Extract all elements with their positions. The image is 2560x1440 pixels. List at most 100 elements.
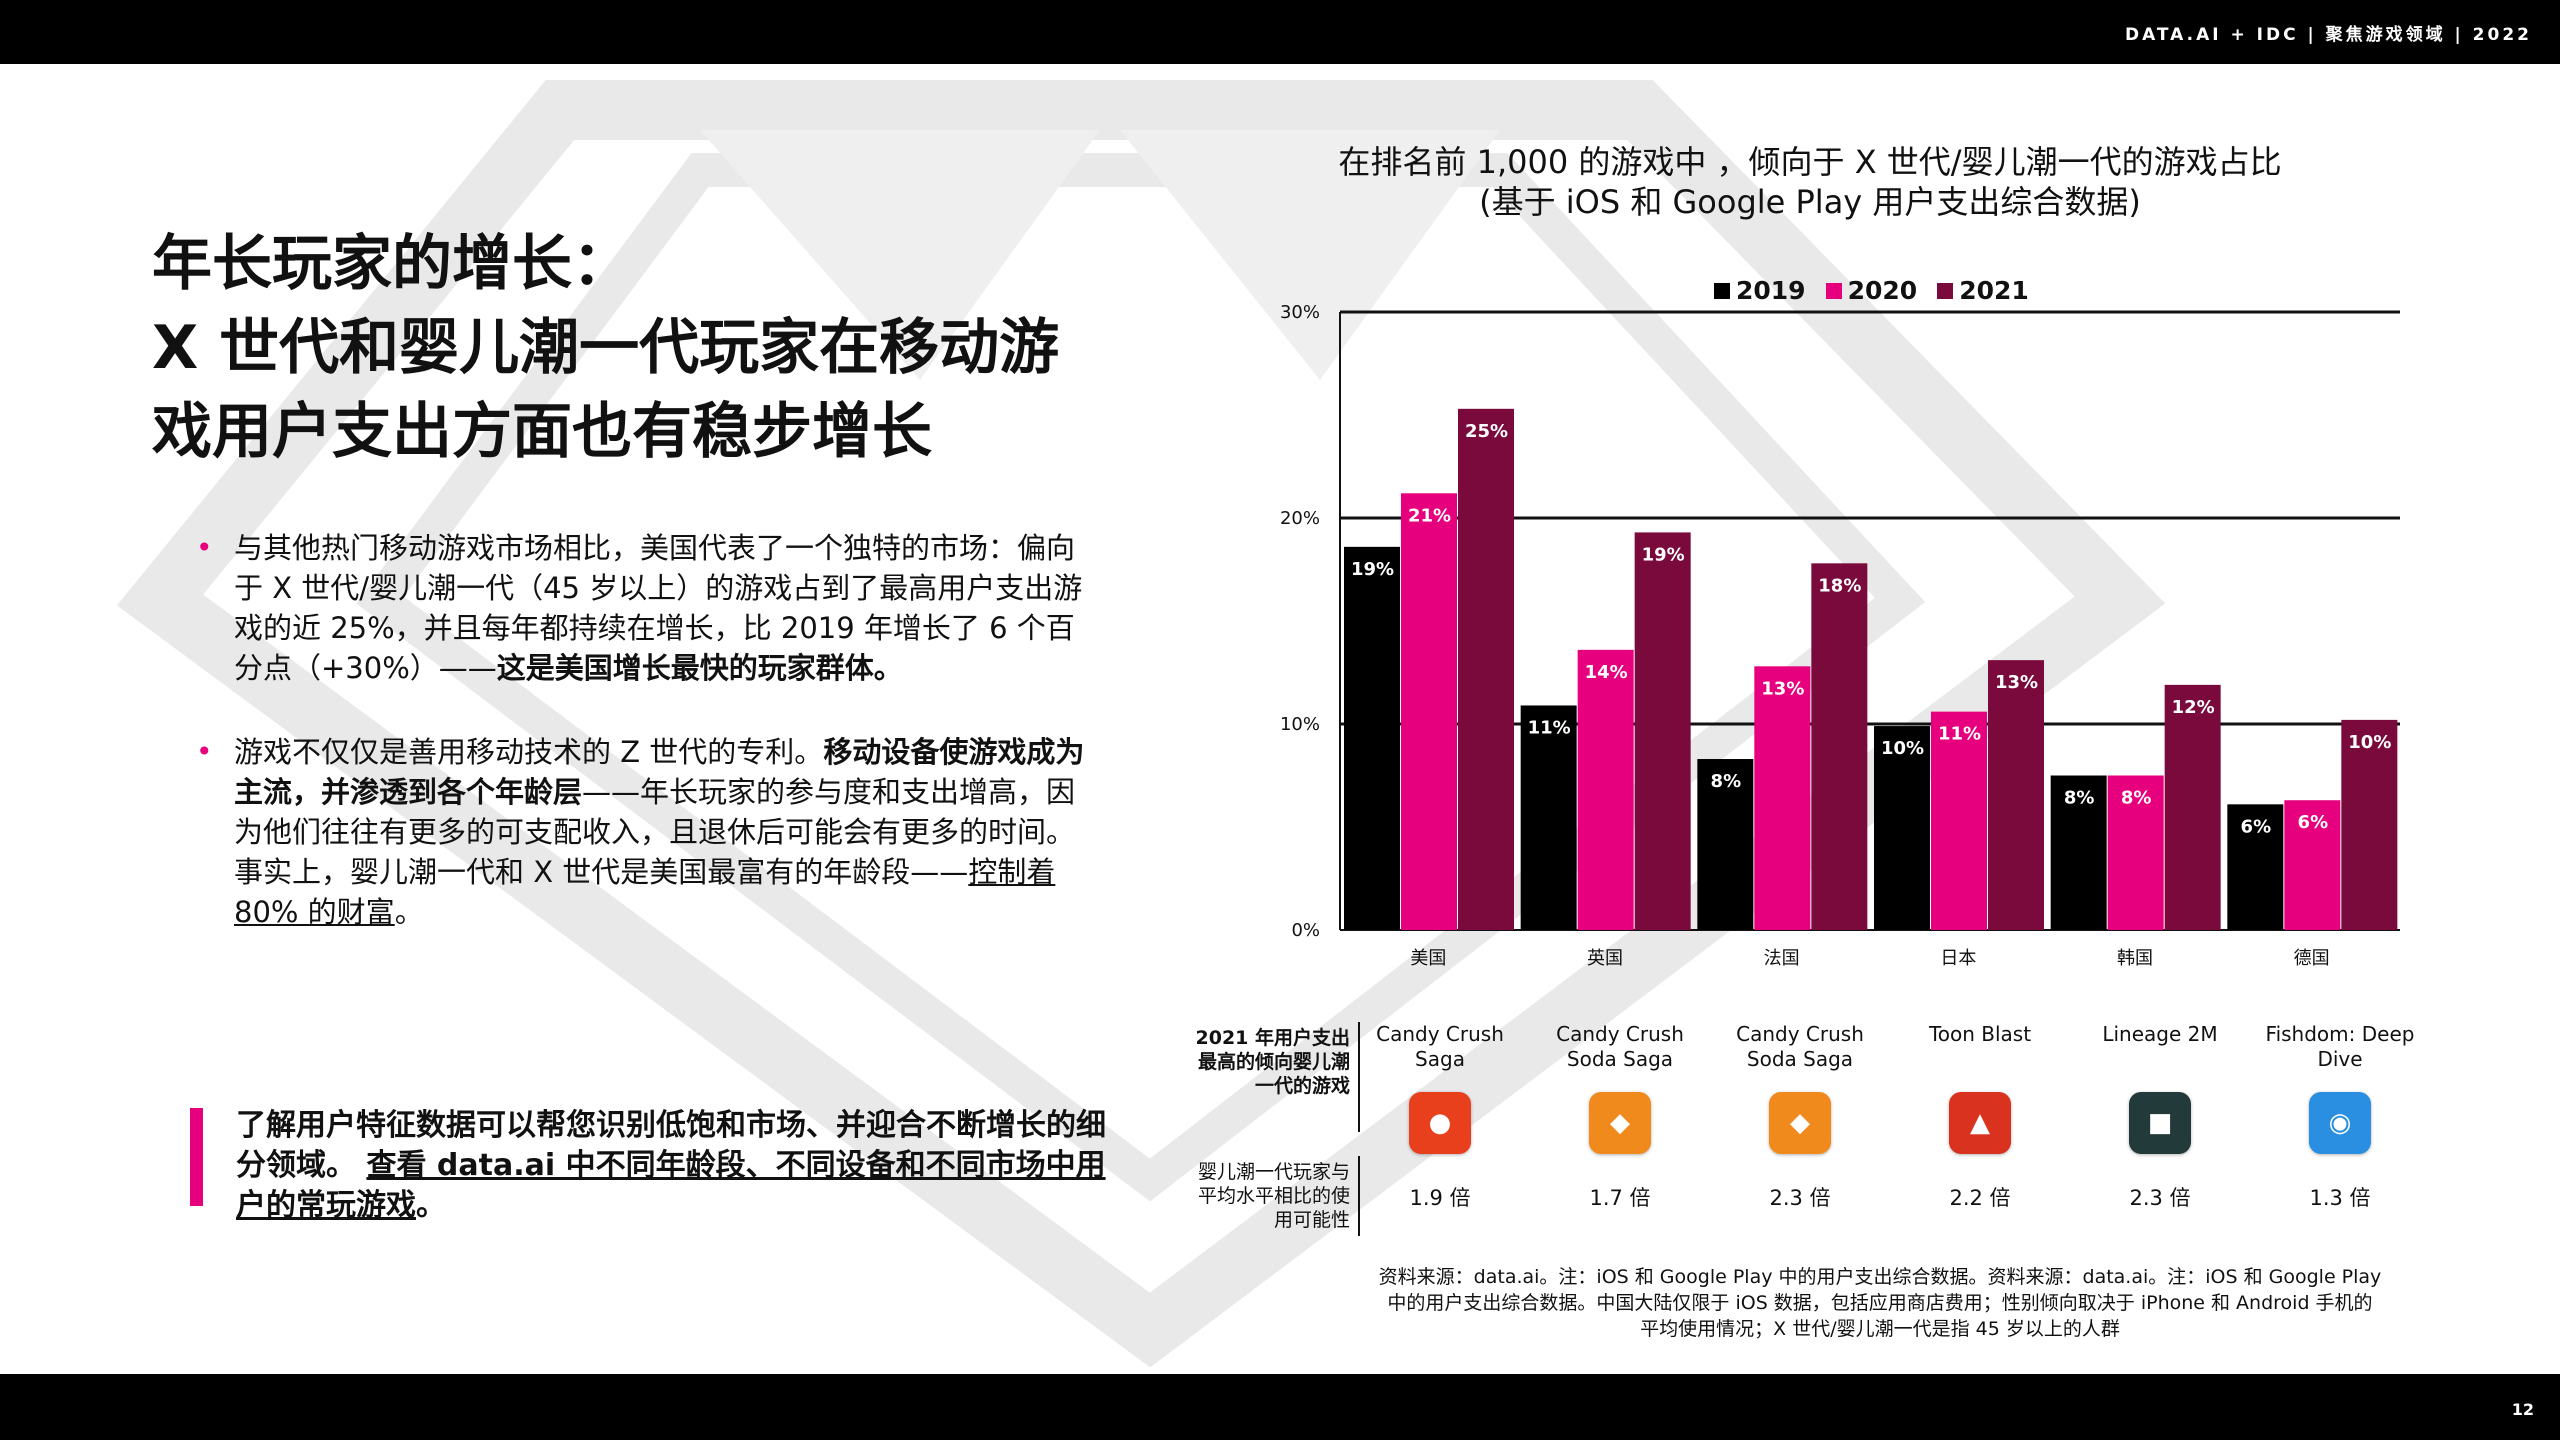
page-title-line3: 戏用户支出方面也有稳步增长	[152, 397, 932, 467]
data-label: 10%	[2348, 732, 2391, 753]
bar-2020-4	[2107, 775, 2164, 930]
bar-2019-2	[1697, 759, 1754, 930]
callout-link[interactable]: 查看 data.ai 中不同年龄段、不同设备和不同市场中用户的常玩游戏	[236, 1148, 1106, 1223]
data-label: 12%	[2172, 697, 2215, 718]
game-multiplier: 2.2 倍	[1949, 1186, 2011, 1210]
top-games-label: 2021 年用户支出最高的倾向婴儿潮一代的游戏	[1195, 1027, 1351, 1097]
game-name: Candy Crush Saga	[1376, 1022, 1504, 1071]
bullet-item-1: 与其他热门移动游戏市场相比，美国代表了一个独特的市场：偏向于 X 世代/婴儿潮一…	[196, 528, 1096, 688]
wealth-link[interactable]: 控制着 80% 的财富	[234, 855, 1056, 929]
data-label: 14%	[1585, 662, 1628, 683]
data-label: 13%	[1761, 678, 1804, 699]
bar-2020-5	[2284, 800, 2341, 930]
page-title-line1: 年长玩家的增长：	[152, 229, 632, 299]
bullet-1-text: 与其他热门移动游戏市场相比，美国代表了一个独特的市场：偏向于 X 世代/婴儿潮一…	[234, 531, 1083, 685]
bar-2019-5	[2227, 804, 2284, 930]
data-label: 18%	[1818, 575, 1861, 596]
x-tick-label: 英国	[1587, 948, 1623, 969]
data-label: 8%	[1711, 771, 1742, 792]
bar-2021-4	[2164, 684, 2221, 930]
game-name: Fishdom: Deep Dive	[2265, 1022, 2415, 1071]
candy-crush-saga-icon: ●	[1409, 1092, 1471, 1154]
x-tick-label: 韩国	[2117, 948, 2153, 969]
y-tick-label: 0%	[1291, 920, 1320, 941]
page-number: 12	[2511, 1400, 2534, 1419]
data-label: 6%	[2241, 816, 2272, 837]
callout-accent-bar	[190, 1108, 203, 1206]
page-title: 年长玩家的增长： X 世代和婴儿潮一代玩家在移动游 戏用户支出方面也有稳步增长	[152, 222, 1152, 474]
bar-2019-3	[1874, 726, 1930, 930]
data-label: 13%	[1995, 672, 2038, 693]
callout-text: 了解用户特征数据可以帮您识别低饱和市场、并迎合不断增长的细分领域。	[236, 1108, 1106, 1183]
lineage-2m-icon: ■	[2129, 1092, 2191, 1154]
header-brand: DATA.AI + IDC | 聚焦游戏领域 | 2022	[2124, 25, 2532, 45]
legend-label-2019: 2019	[1736, 276, 1806, 305]
bullet-2-bold: 移动设备使游戏成为主流，并渗透到各个年龄层	[234, 735, 1085, 809]
callout-end: 。	[416, 1188, 446, 1223]
bullet-2-text1: 游戏不仅仅是善用移动技术的 Z 世代的专利。	[234, 735, 824, 769]
bar-2020-1	[1577, 649, 1634, 930]
data-label: 10%	[1881, 738, 1924, 759]
game-multiplier: 1.7 倍	[1589, 1186, 1651, 1210]
bar-2021-2	[1811, 563, 1868, 930]
game-multiplier: 2.3 倍	[1769, 1186, 1831, 1210]
legend-label-2021: 2021	[1959, 276, 2029, 305]
bar-2019-1	[1520, 705, 1577, 930]
bar-2020-3	[1931, 711, 1987, 930]
usage-likelihood-label: 婴儿潮一代玩家与平均水平相比的使用可能性	[1197, 1161, 1350, 1231]
bar-2021-5	[2341, 719, 2398, 930]
data-label: 11%	[1528, 717, 1571, 738]
game-multiplier: 2.3 倍	[2129, 1186, 2191, 1210]
game-name: Toon Blast	[1928, 1022, 2032, 1046]
game-name: Candy Crush Soda Saga	[1736, 1022, 1864, 1071]
legend-swatch-2021	[1937, 282, 1954, 299]
x-tick-label: 日本	[1940, 948, 1976, 969]
data-label: 25%	[1465, 421, 1508, 442]
bullet-list: 与其他热门移动游戏市场相比，美国代表了一个独特的市场：偏向于 X 世代/婴儿潮一…	[196, 528, 1096, 976]
bar-2020-2	[1754, 666, 1811, 930]
legend-label-2020: 2020	[1847, 276, 1918, 305]
bottom-bar: 12	[0, 1374, 2560, 1440]
data-label: 21%	[1408, 505, 1451, 526]
toon-blast-icon: ▲	[1949, 1092, 2011, 1154]
x-tick-label: 德国	[2294, 948, 2330, 969]
bar-2021-3	[1988, 660, 2044, 930]
game-multiplier: 1.9 倍	[1409, 1186, 1471, 1210]
top-bar: DATA.AI + IDC | 聚焦游戏领域 | 2022	[0, 0, 2560, 64]
y-tick-label: 30%	[1280, 302, 1320, 323]
candy-crush-soda-saga-icon: ◆	[1769, 1092, 1831, 1154]
source-line2: 中的用户支出综合数据。中国大陆仅限于 iOS 数据，包括应用商店费用；性别倾向取…	[1387, 1292, 2373, 1314]
data-label: 8%	[2121, 788, 2152, 809]
legend-item-2020: 2020	[1825, 276, 1918, 305]
bar-chart: 0% 10% 20% 30% 19% 21% 25% 美国 11% 14% 19% 英国 8% 13% 18…	[1280, 302, 2400, 969]
bar-2019-4	[2050, 775, 2107, 930]
game-name: Lineage 2M	[2102, 1022, 2218, 1046]
bar-2020-0	[1401, 493, 1457, 930]
x-tick-label: 美国	[1410, 948, 1446, 969]
y-tick-label: 20%	[1280, 508, 1320, 529]
usage-divider	[1358, 1156, 1360, 1236]
bar-2019-0	[1344, 546, 1400, 930]
chart-title: 在排名前 1,000 的游戏中 ，倾向于 X 世代/婴儿潮一代的游戏占比 (基于…	[1290, 142, 2330, 222]
bar-2021-1	[1634, 532, 1691, 930]
bar-2021-0	[1458, 408, 1514, 930]
chart-legend: 2019 2020 2021	[1714, 276, 2029, 305]
bullet-1-bold: 这是美国增长最快的玩家群体。	[496, 651, 903, 685]
callout-box: 了解用户特征数据可以帮您识别低饱和市场、并迎合不断增长的细分领域。 查看 dat…	[190, 1106, 1110, 1226]
page-title-line2: X 世代和婴儿潮一代玩家在移动游	[152, 313, 1060, 383]
fishdom-icon: ◉	[2309, 1092, 2371, 1154]
bullet-2-text2: ——年长玩家的参与度和支出增高，因为他们往往有更多的可支配收入，且退休后可能会有…	[234, 775, 1076, 889]
legend-item-2019: 2019	[1714, 276, 1806, 305]
games-divider	[1358, 1022, 1360, 1132]
source-line1: 资料来源：data.ai。注：iOS 和 Google Play 中的用户支出综…	[1378, 1266, 2382, 1288]
game-multiplier: 1.3 倍	[2309, 1186, 2371, 1210]
x-tick-label: 法国	[1764, 948, 1800, 969]
bullet-item-2: 游戏不仅仅是善用移动技术的 Z 世代的专利。移动设备使游戏成为主流，并渗透到各个…	[196, 732, 1096, 932]
legend-swatch-2020	[1825, 282, 1842, 299]
legend-swatch-2019	[1714, 282, 1730, 299]
data-label: 19%	[1351, 559, 1394, 580]
legend-item-2021: 2021	[1937, 276, 2029, 305]
y-tick-label: 10%	[1280, 714, 1320, 735]
data-label: 6%	[2298, 812, 2329, 833]
source-note: 资料来源：data.ai。注：iOS 和 Google Play 中的用户支出综…	[1360, 1264, 2400, 1342]
